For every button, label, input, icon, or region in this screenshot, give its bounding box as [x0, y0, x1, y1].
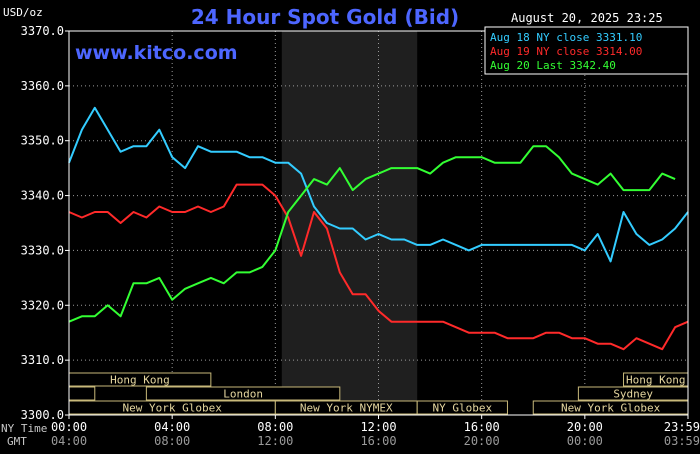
- session-label: Hong Kong: [110, 374, 170, 387]
- legend: Aug 18 NY close 3331.10 Aug 19 NY close …: [484, 26, 689, 75]
- session-label: Hong Kong: [626, 374, 686, 387]
- y-tick-label: 3330.0: [21, 243, 64, 257]
- y-axis-ticks: 3370.0 3360.0 3350.0 3340.0 3330.0 3320.0 3310…: [21, 24, 69, 422]
- unit-label: USD/oz: [3, 6, 43, 19]
- nymex-session-shading: [281, 31, 418, 415]
- legend-entry-aug19: Aug 19 NY close 3314.00: [490, 45, 642, 58]
- x-tick-label-gmt: 03:59: [664, 434, 700, 448]
- session-label: Sydney: [613, 388, 653, 401]
- x-tick-label-ny: 20:00: [567, 420, 603, 434]
- x-tick-label-gmt: 12:00: [257, 434, 293, 448]
- y-tick-label: 3310.0: [21, 353, 64, 367]
- x-tick-label-ny: 16:00: [464, 420, 500, 434]
- series-line-2: [68, 183, 689, 351]
- x-tick-label-gmt: 08:00: [154, 434, 190, 448]
- y-tick-label: 3340.0: [21, 189, 64, 203]
- session-box: [145, 386, 341, 401]
- session-box: [68, 386, 96, 401]
- x-tick-label-ny: 08:00: [257, 420, 293, 434]
- session-label: New York Globex: [122, 402, 222, 415]
- y-tick-label: 3300.0: [21, 408, 64, 422]
- watermark: www.kitco.com: [75, 42, 238, 64]
- legend-entry-aug20: Aug 20 Last 3342.40: [490, 59, 616, 72]
- price-series: [68, 106, 689, 351]
- y-tick-label: 3320.0: [21, 298, 64, 312]
- chart-grid: [69, 31, 688, 415]
- session-box: [416, 400, 508, 415]
- session-label: London: [223, 388, 263, 401]
- x-tick-label-gmt: 16:00: [360, 434, 396, 448]
- y-tick-label: 3350.0: [21, 134, 64, 148]
- chart-title: 24 Hour Spot Gold (Bid): [191, 5, 459, 29]
- y-tick-label: 3370.0: [21, 24, 64, 38]
- session-label: NY Globex: [433, 402, 493, 415]
- series-line-1: [68, 106, 689, 263]
- x-tick-label-gmt: 00:00: [567, 434, 603, 448]
- session-label: New York Globex: [561, 402, 661, 415]
- x-tick-label-ny: 04:00: [154, 420, 190, 434]
- legend-box: [484, 26, 689, 75]
- gmt-label: GMT: [7, 435, 27, 448]
- y-tick-label: 3360.0: [21, 79, 64, 93]
- x-tick-label-ny: 12:00: [360, 420, 396, 434]
- legend-entry-aug18: Aug 18 NY close 3331.10: [490, 31, 642, 44]
- x-tick-label-gmt: 04:00: [51, 434, 87, 448]
- x-axis-ticks: 00:0004:0004:0008:0008:0012:0012:0016:00…: [51, 415, 700, 448]
- timestamp: August 20, 2025 23:25: [511, 11, 663, 25]
- ny-time-label: NY Time: [1, 422, 47, 435]
- session-label: New York NYMEX: [300, 402, 393, 415]
- nymex-shade-band: [281, 31, 418, 415]
- series-line-3: [68, 145, 676, 323]
- x-tick-label-gmt: 20:00: [464, 434, 500, 448]
- x-tick-label-ny: 23:59: [664, 420, 700, 434]
- x-tick-label-ny: 00:00: [51, 420, 87, 434]
